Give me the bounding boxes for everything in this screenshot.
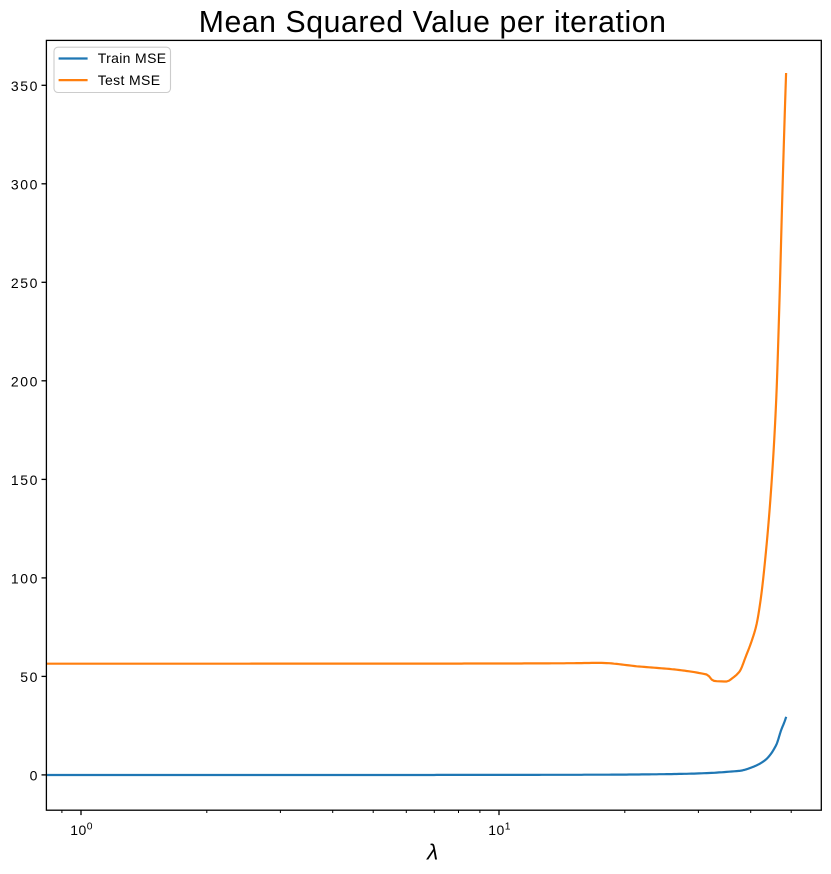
svg-text:1: 1 — [505, 822, 511, 833]
svg-text:300: 300 — [11, 177, 39, 193]
svg-text:250: 250 — [11, 275, 39, 291]
svg-text:100: 100 — [11, 571, 39, 587]
svg-text:Train MSE: Train MSE — [98, 50, 167, 66]
svg-text:10: 10 — [70, 822, 87, 838]
svg-text:10: 10 — [488, 822, 505, 838]
svg-text:150: 150 — [11, 472, 39, 488]
svg-text:λ: λ — [425, 840, 438, 865]
svg-text:350: 350 — [11, 78, 39, 94]
svg-text:0: 0 — [30, 768, 39, 784]
svg-text:Test MSE: Test MSE — [98, 72, 161, 88]
svg-text:50: 50 — [20, 669, 39, 685]
svg-text:200: 200 — [11, 374, 39, 390]
svg-text:Mean Squared Value per iterati: Mean Squared Value per iteration — [199, 6, 667, 39]
svg-text:0: 0 — [87, 822, 93, 833]
